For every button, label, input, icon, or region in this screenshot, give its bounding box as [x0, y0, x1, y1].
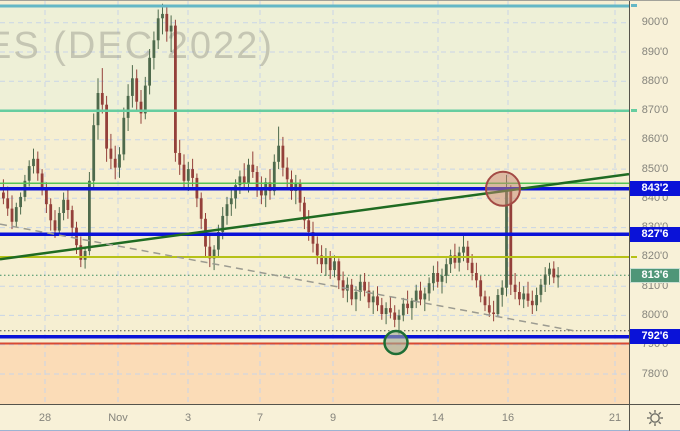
date-tick-label: 9 — [329, 412, 337, 424]
price-tick-label: 900'0 — [641, 16, 669, 29]
dotted-price-lines — [0, 274, 629, 332]
symbol-watermark: ES (DEC 2022) — [0, 25, 274, 67]
price-tick-label: 890'0 — [641, 45, 669, 58]
date-tick-label: Nov — [108, 412, 128, 424]
price-badge-blue: 792'6 — [630, 329, 680, 345]
green-annotation-circle[interactable] — [383, 329, 409, 356]
date-tick-label: 3 — [184, 412, 192, 424]
price-tick-label: 810'0 — [641, 279, 669, 292]
settings-gear-icon[interactable] — [646, 409, 664, 427]
date-tick-label: 14 — [431, 412, 445, 424]
price-tick-label: 870'0 — [641, 104, 669, 116]
price-axis[interactable]: 900'0890'0880'0870'0860'0850'0840'0830'0… — [629, 1, 680, 404]
rising-green-trendline[interactable] — [0, 172, 629, 261]
price-tick-label: 780'0 — [641, 367, 669, 380]
chart-canvas[interactable]: ES (DEC 2022) — [0, 1, 629, 404]
price-badge-green: 813'6 — [630, 267, 680, 283]
upper-resistance-zone — [0, 5, 629, 111]
price-tick-label: 860'0 — [641, 133, 669, 146]
green-band-zone — [0, 183, 629, 189]
price-tick-label: 850'0 — [641, 162, 669, 175]
annotation-circles[interactable] — [383, 170, 521, 356]
date-tick-label: 28 — [38, 412, 52, 424]
date-tick-label: 16 — [501, 412, 515, 424]
price-tick-label: 820'0 — [641, 250, 669, 263]
date-tick-label: 21 — [608, 412, 622, 424]
price-badge-blue: 827'6 — [630, 226, 680, 242]
olive-level-820-stub — [631, 255, 637, 258]
axis-corner — [629, 404, 680, 431]
price-badge-blue: 843'2 — [630, 181, 680, 197]
trendlines[interactable] — [0, 172, 629, 332]
price-tick-label: 800'0 — [641, 308, 669, 321]
background-zones — [0, 5, 629, 404]
date-tick-label: 7 — [256, 412, 264, 424]
teal-level-line-stub — [631, 4, 637, 8]
red-annotation-circle[interactable] — [485, 170, 521, 207]
price-tick-label: 880'0 — [641, 74, 669, 87]
aqua-level-870-stub — [631, 109, 637, 112]
time-axis[interactable]: 28 Nov 3 7 9 14 16 21 — [0, 404, 629, 431]
falling-gray-dashed-trendline[interactable] — [0, 223, 576, 332]
chart-plot-area[interactable]: ES (DEC 2022) — [0, 1, 629, 404]
